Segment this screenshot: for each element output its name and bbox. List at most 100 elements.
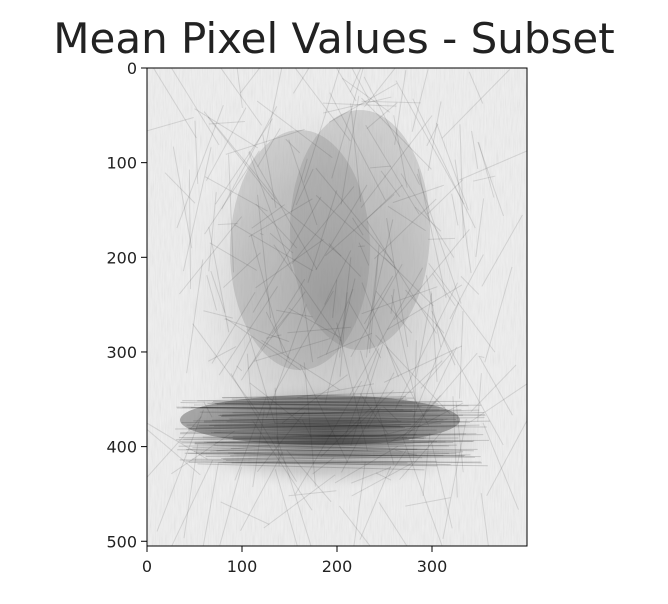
sketch-stroke <box>263 474 336 529</box>
sketch-stroke <box>288 490 337 497</box>
sketch-stroke <box>473 175 496 182</box>
sketch-stroke <box>182 147 212 272</box>
sketch-stroke <box>274 387 280 466</box>
sketch-stroke <box>400 173 455 258</box>
sketch-stroke <box>331 68 364 179</box>
sketch-stroke <box>231 461 481 464</box>
sketch-stroke <box>222 409 462 416</box>
sketch-stroke <box>218 286 279 376</box>
sketch-stroke <box>247 291 306 370</box>
y-tick-label: 400 <box>106 438 137 457</box>
sketch-stroke <box>432 273 456 307</box>
sketch-stroke <box>176 406 404 411</box>
sketch-stroke <box>425 275 442 348</box>
sketch-stroke <box>212 417 485 421</box>
sketch-stroke <box>431 310 456 366</box>
sketch-stroke <box>211 400 463 404</box>
sketch-stroke <box>222 391 414 399</box>
sketch-stroke <box>257 194 272 319</box>
sketch-stroke <box>375 472 392 481</box>
sketch-stroke <box>221 106 278 210</box>
sketch-stroke <box>164 172 196 204</box>
sketch-stroke <box>228 452 464 457</box>
sketch-stroke <box>351 466 392 484</box>
sketch-stroke <box>430 440 453 529</box>
sketch-stroke <box>204 176 268 212</box>
sketch-stroke <box>459 124 464 239</box>
sketch-stroke <box>248 198 313 238</box>
sketch-stroke <box>194 441 454 444</box>
sketch-stroke <box>359 350 395 465</box>
sketch-stroke <box>442 418 467 539</box>
sketch-stroke <box>198 454 444 457</box>
sketch-stroke <box>351 462 414 497</box>
sketch-stroke <box>393 229 470 321</box>
sketch-stroke <box>367 407 381 429</box>
sketch-stroke <box>175 425 466 430</box>
sketch-stroke <box>348 301 382 359</box>
sketch-stroke <box>391 294 418 404</box>
sketch-stroke <box>180 402 422 408</box>
sketch-stroke <box>205 454 471 458</box>
sketch-stroke <box>194 108 258 149</box>
sketch-stroke <box>214 431 407 438</box>
sketch-stroke <box>361 100 421 104</box>
sketch-stroke <box>182 400 438 405</box>
sketch-stroke <box>286 450 332 503</box>
sketch-stroke <box>194 120 199 184</box>
sketch-stroke <box>470 364 517 412</box>
sketch-stroke <box>210 444 273 452</box>
sketch-stroke <box>181 442 413 445</box>
sketch-stroke <box>329 92 386 201</box>
sketch-stroke <box>176 407 485 413</box>
sketch-stroke <box>341 348 380 444</box>
sketch-stroke <box>478 355 485 358</box>
sketch-stroke <box>271 313 289 335</box>
sketch-stroke <box>460 276 480 295</box>
sketch-stroke <box>196 423 412 429</box>
sketch-stroke <box>194 439 409 443</box>
sketch-stroke <box>405 289 445 334</box>
sketch-stroke <box>482 422 519 510</box>
sketch-stroke <box>484 266 513 363</box>
sketch-stroke <box>192 441 430 449</box>
sketch-stroke <box>228 154 234 273</box>
sketch-stroke <box>206 441 438 443</box>
sketch-stroke <box>209 242 258 271</box>
sketch-stroke <box>221 456 475 460</box>
sketch-stroke <box>248 150 318 270</box>
sketch-stroke <box>383 345 463 383</box>
sketch-stroke <box>214 444 474 452</box>
sketch-stroke <box>375 290 413 334</box>
sketch-stroke <box>351 68 370 102</box>
sketch-stroke <box>451 193 459 226</box>
sketch-stroke <box>224 318 290 343</box>
sketch-stroke <box>426 123 439 147</box>
sketch-stroke <box>349 267 424 396</box>
sketch-stroke <box>398 360 443 403</box>
sketch-stroke <box>273 244 342 342</box>
sketch-stroke <box>192 458 482 464</box>
sketch-stroke <box>380 170 401 198</box>
sketch-stroke <box>315 167 395 264</box>
y-tick-label: 200 <box>106 248 137 267</box>
sketch-stroke <box>186 443 404 450</box>
sketch-stroke <box>297 383 375 399</box>
sketch-stroke <box>175 437 459 441</box>
sketch-stroke <box>411 69 429 132</box>
sketch-stroke <box>225 317 302 371</box>
sketch-stroke <box>335 68 357 102</box>
sketch-stroke <box>459 150 527 181</box>
sketch-stroke <box>385 346 430 427</box>
sketch-stroke <box>255 238 324 289</box>
sketch-stroke <box>303 68 341 183</box>
sketch-stroke <box>486 419 527 496</box>
sketch-stroke <box>262 134 277 208</box>
sketch-stroke <box>276 309 313 318</box>
sketch-stroke <box>187 452 481 458</box>
sketch-stroke <box>192 421 461 427</box>
sketch-stroke <box>407 352 478 435</box>
y-axis: 0 100 200 300 400 500 <box>106 59 147 551</box>
sketch-stroke <box>275 435 312 546</box>
sketch-stroke <box>428 237 456 240</box>
